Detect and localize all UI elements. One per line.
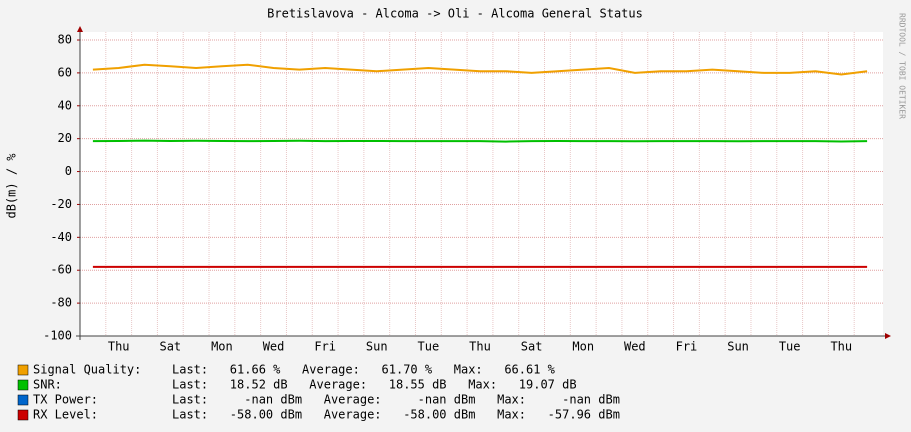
y-tick-label: -60 — [50, 263, 72, 277]
y-axis-arrow — [77, 26, 83, 32]
x-tick-label: Wed — [263, 340, 285, 354]
x-tick-label: Wed — [624, 340, 646, 354]
y-tick-label: -20 — [50, 197, 72, 211]
x-tick-label: Sat — [159, 340, 181, 354]
y-tick-label: -100 — [43, 329, 72, 343]
x-tick-label: Sat — [521, 340, 543, 354]
x-tick-label: Mon — [211, 340, 233, 354]
y-tick-label: -40 — [50, 230, 72, 244]
legend-label: RX Level: — [33, 408, 98, 422]
legend-swatch — [17, 379, 29, 391]
y-axis-label: dB(m) / % — [5, 153, 19, 219]
grid: -100 -80 -60 -40 -20 0 20 40 60 80 Thu Sat Mon Wed Fri… — [43, 32, 883, 354]
legend-stats: Last: -58.00 dBm Average: -58.00 dBm Max… — [172, 408, 620, 422]
plot-area — [80, 32, 883, 336]
y-tick-label: -80 — [50, 296, 72, 310]
legend-swatch — [17, 364, 29, 376]
legend-swatch — [17, 394, 29, 406]
series-line — [92, 139, 868, 143]
legend: Signal Quality: Last: 61.66 % Average: 61… — [17, 363, 620, 422]
y-tick-label: 80 — [58, 33, 72, 47]
watermark: RRDTOOL / TOBI OETIKER — [898, 13, 907, 119]
x-tick-label: Fri — [676, 340, 698, 354]
y-tick-label: 0 — [65, 164, 72, 178]
x-tick-label: Thu — [469, 340, 491, 354]
series-line — [92, 63, 868, 76]
y-tick-label: 20 — [58, 131, 72, 145]
x-tick-label: Thu — [108, 340, 130, 354]
legend-swatch — [17, 409, 29, 421]
legend-stats: Last: 18.52 dB Average: 18.55 dB Max: 19… — [172, 378, 577, 392]
x-tick-label: Tue — [779, 340, 801, 354]
legend-stats: Last: 61.66 % Average: 61.70 % Max: 66.6… — [172, 363, 556, 377]
x-tick-label: Thu — [830, 340, 852, 354]
legend-label: TX Power: — [33, 393, 98, 407]
legend-label: SNR: — [33, 378, 62, 392]
x-tick-label: Sun — [727, 340, 749, 354]
x-axis-arrow — [885, 333, 891, 339]
x-tick-label: Tue — [418, 340, 440, 354]
x-tick-label: Fri — [314, 340, 336, 354]
x-tick-label: Sun — [366, 340, 388, 354]
chart-title: Bretislavova - Alcoma -> Oli - Alcoma Ge… — [267, 7, 643, 21]
x-tick-label: Mon — [572, 340, 594, 354]
legend-stats: Last: -nan dBm Average: -nan dBm Max: -n… — [172, 393, 620, 407]
y-tick-label: 40 — [58, 98, 72, 112]
y-tick-label: 60 — [58, 65, 72, 79]
legend-label: Signal Quality: — [33, 363, 141, 377]
lines — [92, 63, 868, 268]
